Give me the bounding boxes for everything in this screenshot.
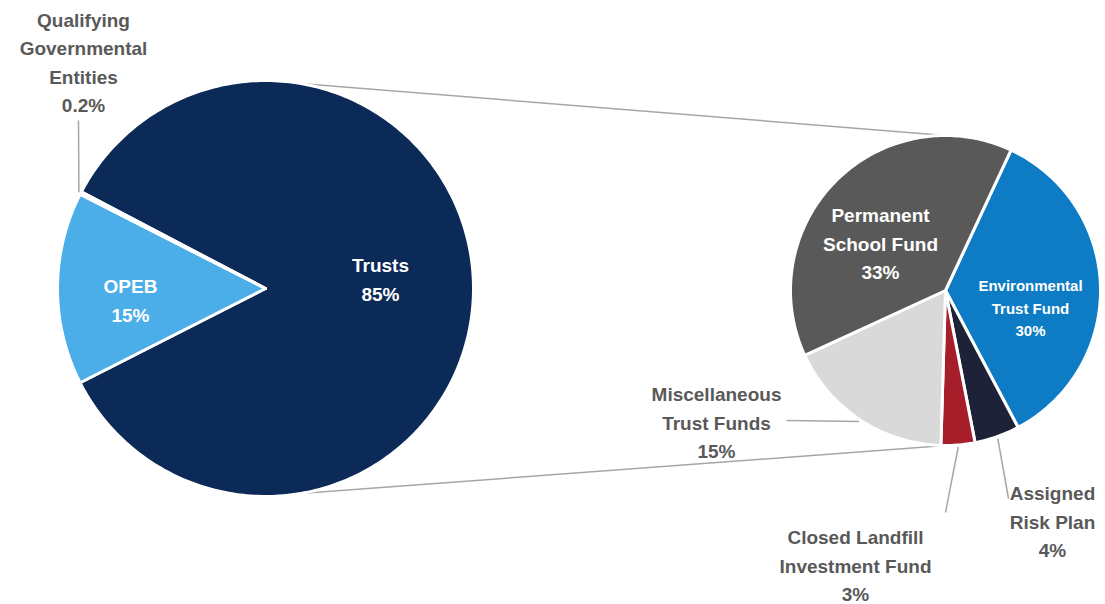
svg-text:OPEB15%: OPEB15% xyxy=(104,276,158,326)
svg-text:EnvironmentalTrust Fund30%: EnvironmentalTrust Fund30% xyxy=(978,277,1082,339)
svg-text:Trusts85%: Trusts85% xyxy=(352,255,409,305)
svg-text:MiscellaneousTrust Funds15%: MiscellaneousTrust Funds15% xyxy=(652,384,782,462)
svg-text:PermanentSchool Fund33%: PermanentSchool Fund33% xyxy=(823,205,938,283)
svg-text:QualifyingGovernmentalEntities: QualifyingGovernmentalEntities0.2% xyxy=(20,10,148,117)
svg-text:Closed LandfillInvestment Fund: Closed LandfillInvestment Fund3% xyxy=(779,527,931,604)
svg-text:AssignedRisk Plan4%: AssignedRisk Plan4% xyxy=(1010,483,1096,561)
